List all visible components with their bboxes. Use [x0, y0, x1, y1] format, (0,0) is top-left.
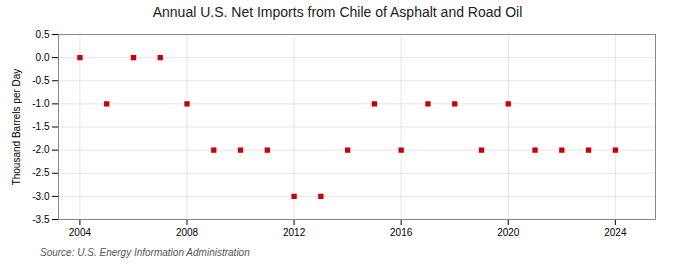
svg-text:2004: 2004: [69, 227, 92, 238]
svg-text:2012: 2012: [283, 227, 306, 238]
svg-text:2016: 2016: [390, 227, 413, 238]
svg-text:0.5: 0.5: [36, 29, 50, 40]
svg-text:2024: 2024: [604, 227, 627, 238]
svg-text:2020: 2020: [497, 227, 520, 238]
svg-text:-2.0: -2.0: [32, 144, 50, 155]
svg-text:0.0: 0.0: [36, 52, 50, 63]
svg-text:-1.0: -1.0: [32, 98, 50, 109]
svg-text:-1.5: -1.5: [32, 121, 50, 132]
svg-text:2008: 2008: [176, 227, 199, 238]
svg-text:-3.5: -3.5: [32, 214, 50, 225]
html-text:Source: U.S. Energy Informatio: Source: U.S. Energy Information Administ…: [40, 247, 250, 258]
svg-text:Thousand Barrels per Day: Thousand Barrels per Day: [11, 69, 22, 186]
html-text:Annual U.S. Net Imports from C: Annual U.S. Net Imports from Chile of As…: [152, 4, 523, 20]
svg-text:-2.5: -2.5: [32, 167, 50, 178]
svg-text:-0.5: -0.5: [32, 75, 50, 86]
svg-text:-3.0: -3.0: [32, 191, 50, 202]
